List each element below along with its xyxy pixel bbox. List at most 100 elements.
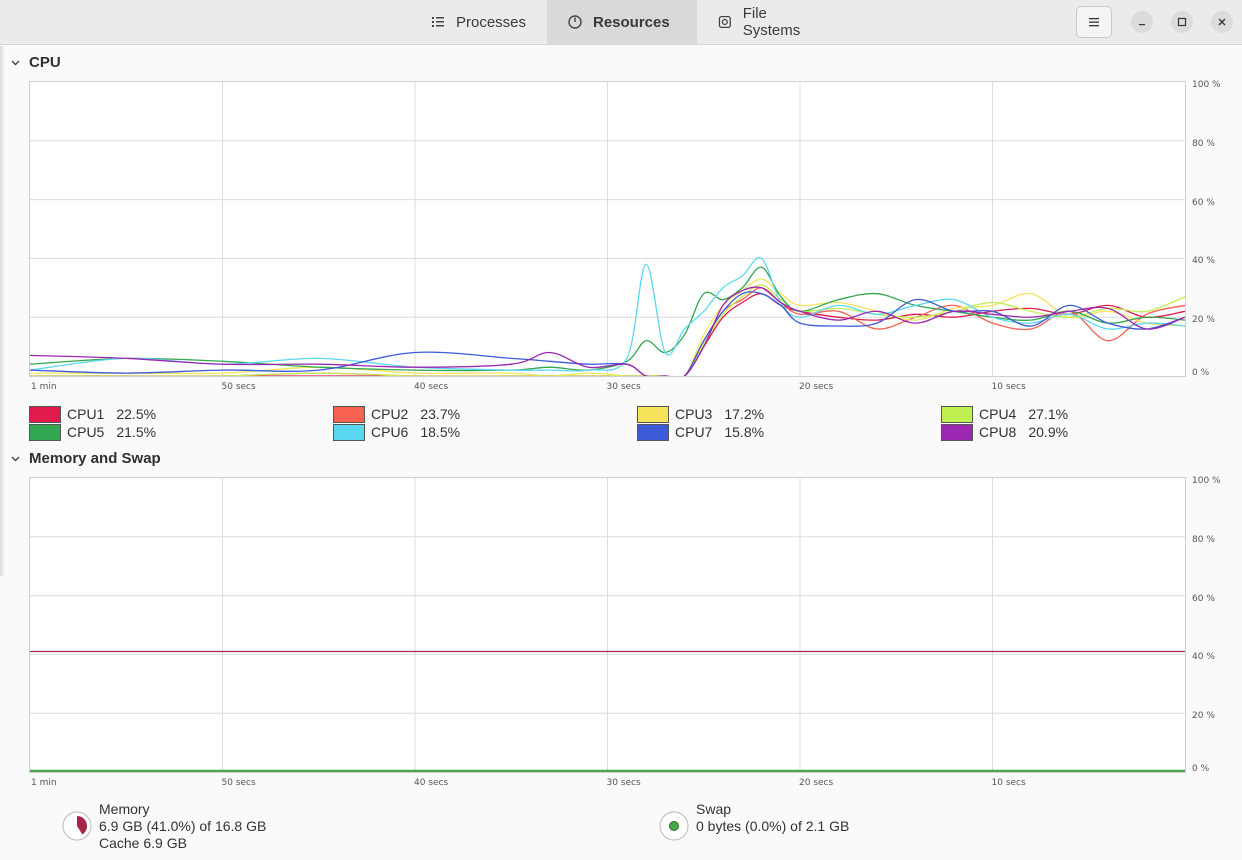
memory-section-title: Memory and Swap xyxy=(29,450,161,467)
close-icon xyxy=(1218,18,1226,26)
memory-x-tick-label: 20 secs xyxy=(799,778,834,788)
cpu-plot xyxy=(30,82,1185,376)
legend-cpu-value: 21.5% xyxy=(116,424,157,440)
cpu-x-tick-label: 20 secs xyxy=(799,382,834,392)
legend-item-cpu4[interactable]: CPU4 27.1% xyxy=(941,405,1068,423)
memory-pie-icon[interactable] xyxy=(62,811,92,841)
tab-file-systems[interactable]: File Systems xyxy=(697,0,847,44)
legend-cpu-value: 17.2% xyxy=(724,406,765,422)
memory-info: Memory 6.9 GB (41.0%) of 16.8 GB Cache 6… xyxy=(62,801,266,852)
series-line-cpu1 xyxy=(30,293,1185,376)
tab-resources[interactable]: Resources xyxy=(547,0,697,44)
legend-item-cpu3[interactable]: CPU3 17.2% xyxy=(637,405,764,423)
color-swatch[interactable] xyxy=(333,405,365,423)
close-button[interactable] xyxy=(1211,11,1233,33)
legend-item-cpu7[interactable]: CPU7 15.8% xyxy=(637,423,764,441)
cpu-y-tick-label: 40 % xyxy=(1192,256,1215,267)
legend-item-cpu5[interactable]: CPU5 21.5% xyxy=(29,423,156,441)
memory-usage: 6.9 GB (41.0%) of 16.8 GB xyxy=(99,818,267,834)
swap-info: Swap 0 bytes (0.0%) of 2.1 GB xyxy=(659,801,849,841)
swap-usage: 0 bytes (0.0%) of 2.1 GB xyxy=(696,818,850,834)
legend-cpu-name: CPU8 xyxy=(979,424,1017,440)
maximize-button[interactable] xyxy=(1171,11,1193,33)
memory-y-tick-label: 0 % xyxy=(1192,764,1210,774)
legend-cpu-name: CPU4 xyxy=(979,406,1017,422)
color-swatch[interactable] xyxy=(637,405,669,423)
cpu-history-graph xyxy=(29,81,1186,377)
tab-processes[interactable]: Processes xyxy=(410,0,547,44)
color-swatch[interactable] xyxy=(333,423,365,441)
cpu-x-tick-label: 50 secs xyxy=(221,382,256,392)
cpu-y-tick-label: 100 % xyxy=(1192,80,1221,90)
chevron-down-icon xyxy=(11,60,20,66)
memory-y-tick-label: 80 % xyxy=(1192,534,1215,545)
cpu-y-tick-label: 20 % xyxy=(1192,315,1215,326)
legend-cpu-value: 23.7% xyxy=(420,406,461,422)
memory-y-tick-label: 100 % xyxy=(1192,476,1221,486)
cpu-x-tick-label: 10 secs xyxy=(991,382,1026,392)
legend-cpu-name: CPU5 xyxy=(67,424,105,440)
cpu-y-tick-label: 80 % xyxy=(1192,138,1215,149)
gauge-icon xyxy=(568,15,582,29)
memory-x-tick-label: 1 min xyxy=(31,778,57,788)
memory-x-tick-label: 50 secs xyxy=(221,778,256,788)
memory-pie-slice xyxy=(77,816,87,835)
legend-cpu-value: 27.1% xyxy=(1028,406,1069,422)
legend-cpu-value: 22.5% xyxy=(116,406,157,422)
legend-item-cpu8[interactable]: CPU8 20.9% xyxy=(941,423,1068,441)
swap-pie-icon[interactable] xyxy=(659,811,689,841)
color-swatch[interactable] xyxy=(637,423,669,441)
legend-cpu-name: CPU7 xyxy=(675,424,713,440)
memory-y-tick-label: 40 % xyxy=(1192,652,1215,663)
cpu-x-tick-label: 30 secs xyxy=(606,382,641,392)
legend-item-cpu6[interactable]: CPU6 18.5% xyxy=(333,423,460,441)
memory-section-header[interactable]: Memory and Swap xyxy=(10,450,161,467)
legend-item-cpu2[interactable]: CPU2 23.7% xyxy=(333,405,460,423)
cpu-y-tick-label: 60 % xyxy=(1192,197,1215,208)
color-swatch[interactable] xyxy=(941,405,973,423)
cpu-x-tick-label: 1 min xyxy=(31,382,57,392)
memory-y-tick-label: 20 % xyxy=(1192,711,1215,722)
cpu-y-tick-label: 0 % xyxy=(1192,368,1210,378)
memory-history-graph xyxy=(29,477,1186,773)
cpu-section-header[interactable]: CPU xyxy=(10,54,61,71)
memory-cache: Cache 6.9 GB xyxy=(99,835,187,851)
chevron-down-icon xyxy=(11,456,20,462)
swap-label: Swap xyxy=(696,801,732,817)
sidebar-shadow xyxy=(0,46,5,576)
series-line-cpu8 xyxy=(30,286,1185,376)
legend-cpu-value: 15.8% xyxy=(724,424,765,440)
hamburger-icon xyxy=(1089,18,1099,27)
legend-cpu-name: CPU3 xyxy=(675,406,713,422)
memory-x-tick-label: 40 secs xyxy=(414,778,449,788)
minimize-button[interactable] xyxy=(1131,11,1153,33)
legend-item-cpu1[interactable]: CPU1 22.5% xyxy=(29,405,156,423)
legend-cpu-name: CPU2 xyxy=(371,406,409,422)
legend-cpu-name: CPU6 xyxy=(371,424,409,440)
memory-x-tick-label: 10 secs xyxy=(991,778,1026,788)
cpu-x-tick-label: 40 secs xyxy=(414,382,449,392)
legend-cpu-value: 18.5% xyxy=(420,424,461,440)
memory-y-tick-label: 60 % xyxy=(1192,593,1215,604)
memory-x-tick-label: 30 secs xyxy=(606,778,641,788)
memory-plot xyxy=(30,478,1185,772)
legend-cpu-value: 20.9% xyxy=(1028,424,1069,440)
tab-label: Resources xyxy=(593,13,670,31)
cpu-section-title: CPU xyxy=(29,54,61,71)
minimize-icon xyxy=(1139,24,1145,26)
maximize-icon xyxy=(1177,17,1187,27)
header-bar: Processes Resources File Systems xyxy=(0,0,1242,45)
tab-label: Processes xyxy=(456,13,527,31)
series-line-cpu5 xyxy=(30,266,1185,372)
series-line-cpu4 xyxy=(30,284,1185,376)
color-swatch[interactable] xyxy=(29,405,61,423)
main-menu-button[interactable] xyxy=(1076,6,1112,38)
color-swatch[interactable] xyxy=(29,423,61,441)
disk-icon xyxy=(718,15,731,29)
legend-cpu-name: CPU1 xyxy=(67,406,105,422)
color-swatch[interactable] xyxy=(941,423,973,441)
list-icon xyxy=(432,17,444,27)
tab-label: File Systems xyxy=(742,5,801,39)
memory-label: Memory xyxy=(99,801,150,817)
